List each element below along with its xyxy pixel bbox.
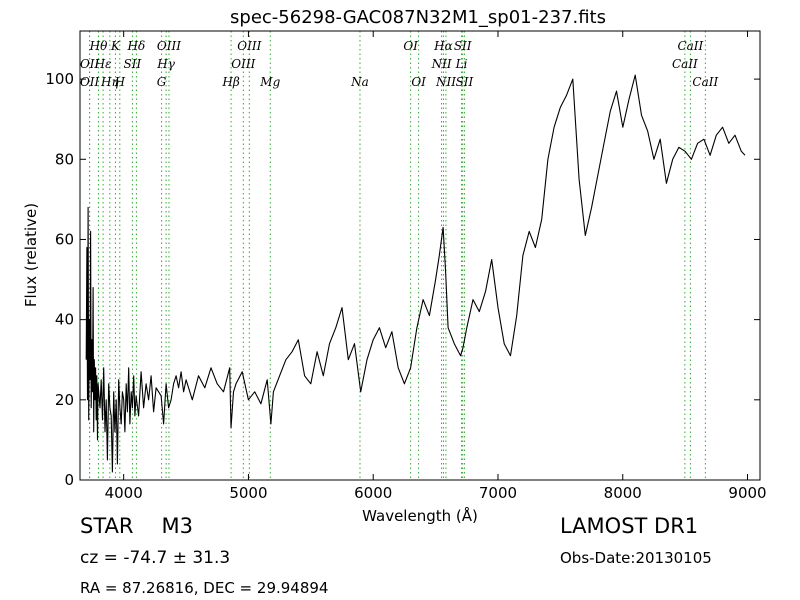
line-label-2: Hδ (127, 39, 146, 53)
y-tick-label-100: 100 (45, 70, 74, 88)
y-axis-label: Flux (relative) (22, 203, 40, 307)
redshift-cz: cz = -74.7 ± 31.3 (80, 548, 231, 568)
line-label-16: CaII (672, 57, 698, 71)
ra-dec-coordinates: RA = 87.26816, DEC = 29.94894 (80, 579, 329, 597)
line-label-19: H (114, 75, 126, 89)
line-label-0: Hθ (89, 39, 108, 53)
y-tick-label-20: 20 (55, 391, 74, 409)
line-label-20: G (157, 75, 167, 89)
object-subclass: M3 (161, 514, 193, 538)
y-axis: 0 20 40 60 80 100 (45, 70, 760, 489)
line-label-3: OIII (157, 39, 181, 53)
x-tick-label-8000: 8000 (604, 484, 642, 502)
x-tick-label-4000: 4000 (105, 484, 143, 502)
line-label-26: SII (456, 75, 474, 89)
line-label-22: Mg (259, 75, 280, 89)
line-label-21: Hβ (221, 75, 239, 89)
x-axis-label: Wavelength (Å) (362, 506, 478, 525)
survey-name: LAMOST DR1 (560, 514, 699, 538)
line-label-1: K (110, 39, 121, 53)
object-class: STAR (80, 514, 134, 538)
observation-date: Obs-Date:20130105 (560, 549, 712, 567)
line-label-13: OIII (231, 57, 255, 71)
line-label-12: Hγ (156, 57, 175, 71)
line-label-23: Na (350, 75, 369, 89)
line-label-14: NII (431, 57, 452, 71)
spectrum-series (85, 74, 746, 473)
line-label-25: NII (435, 75, 456, 89)
x-tick-label-5000: 5000 (229, 484, 267, 502)
x-tick-label-9000: 9000 (728, 484, 766, 502)
line-label-11: SII (124, 57, 142, 71)
x-axis: 4000 5000 6000 7000 8000 9000 (105, 31, 767, 502)
y-tick-label-60: 60 (55, 230, 74, 248)
line-label-4: OIII (237, 39, 261, 53)
object-classification: STAR M3 (80, 514, 193, 538)
x-tick-label-6000: 6000 (354, 484, 392, 502)
emission-line-markers (89, 31, 706, 480)
line-label-5: OI (403, 39, 418, 53)
chart-title: spec-56298-GAC087N32M1_sp01-237.fits (230, 7, 606, 28)
line-label-9: OII (80, 57, 100, 71)
y-tick-label-40: 40 (55, 311, 74, 329)
line-label-27: CaII (692, 75, 718, 89)
y-tick-label-80: 80 (55, 150, 74, 168)
x-tick-label-7000: 7000 (479, 484, 517, 502)
spectrum-line (85, 74, 746, 473)
line-label-24: OI (411, 75, 426, 89)
line-label-17: OII (80, 75, 100, 89)
line-label-7: SII (454, 39, 472, 53)
line-label-10: Hε (94, 57, 112, 71)
line-label-8: CaII (677, 39, 703, 53)
plot-frame (79, 30, 761, 481)
y-tick-label-0: 0 (64, 471, 74, 489)
line-label-15: Li (455, 57, 468, 71)
line-label-6: Hα (433, 39, 453, 53)
line-label-18: Hη (100, 75, 119, 89)
